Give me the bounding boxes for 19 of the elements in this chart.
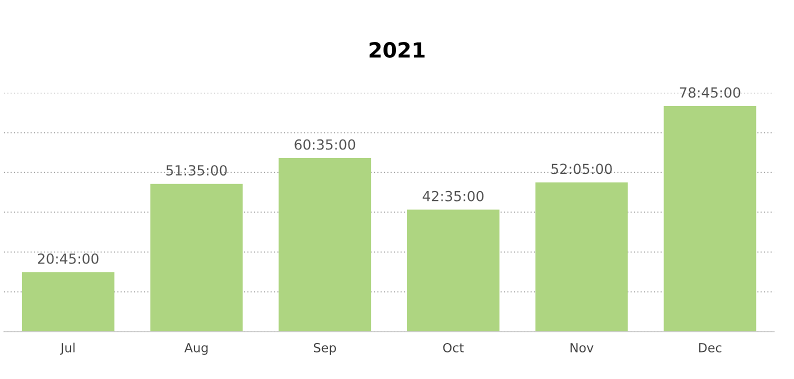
x-tick-label: Sep (314, 342, 336, 355)
x-tick-label: Dec (699, 343, 722, 352)
x-tick-label: Aug (184, 343, 208, 355)
x-tick-label: Jul (60, 342, 75, 355)
bar (407, 210, 500, 332)
data-label: 42:35:00 (422, 190, 484, 202)
bar (278, 158, 372, 332)
bar (22, 272, 114, 332)
data-label: 60:35:00 (294, 139, 356, 150)
data-label: 78:45:00 (680, 87, 740, 98)
data-label: 52:05:00 (551, 164, 612, 174)
bar (664, 106, 756, 332)
bar (535, 182, 628, 332)
x-tick-label: Nov (570, 343, 594, 352)
chart-title: 2021 (370, 42, 425, 58)
data-label: 51:35:00 (166, 165, 227, 176)
bar (150, 184, 243, 332)
data-label: 20:45:00 (38, 253, 98, 264)
x-tick-label: Oct (443, 342, 464, 352)
